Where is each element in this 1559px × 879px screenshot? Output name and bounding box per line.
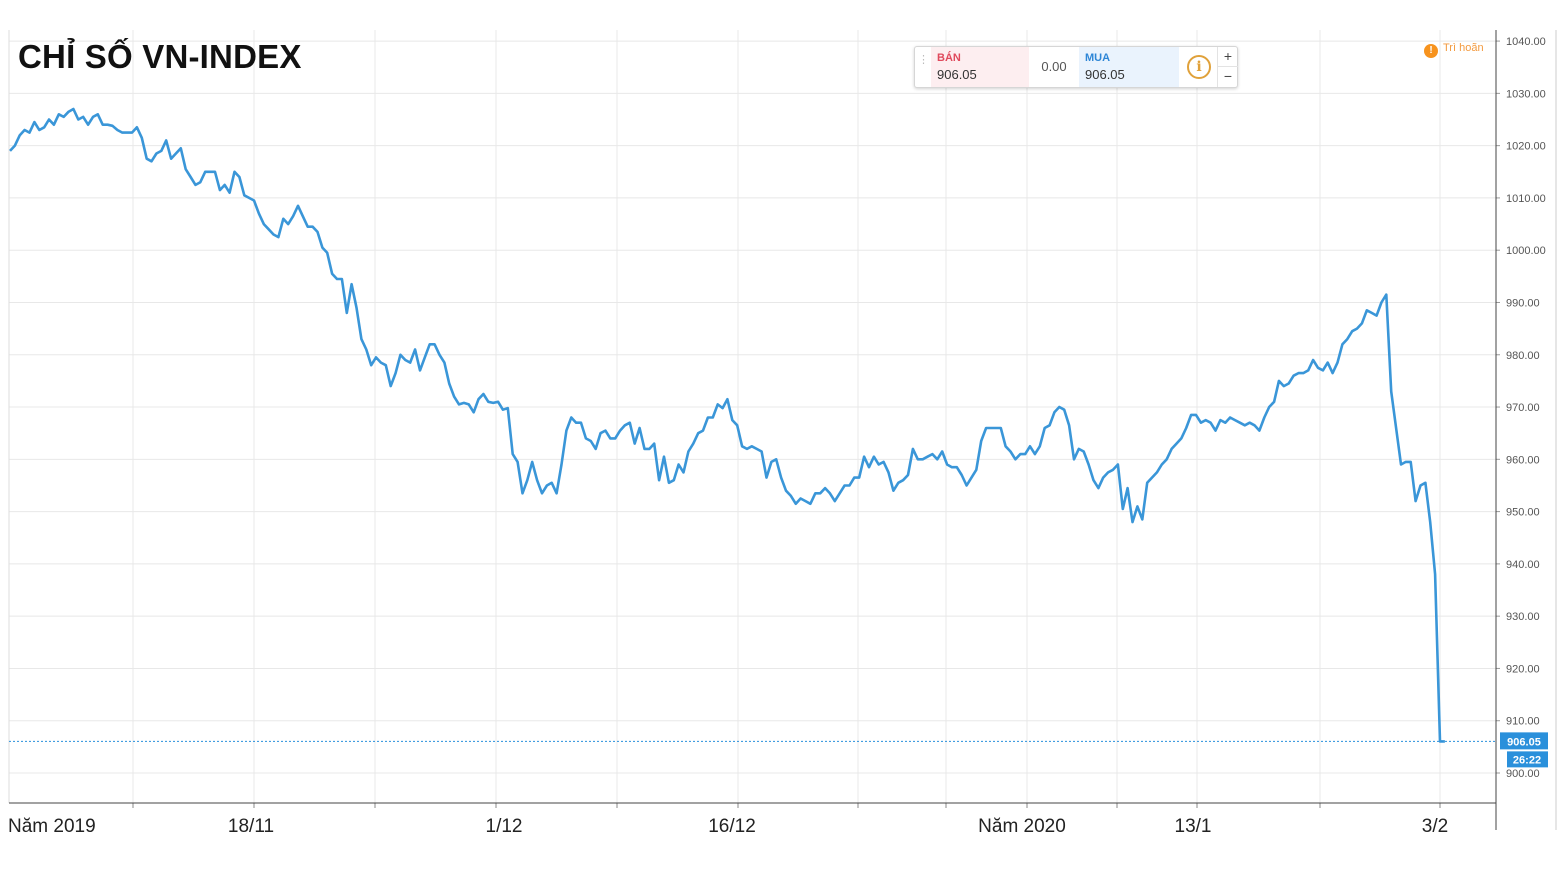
y-tick-label: 1020.00 (1506, 141, 1546, 153)
trade-widget[interactable]: ⋮⋮ BÁN 906.05 0.00 MUA 906.05 i + − (914, 46, 1238, 88)
y-tick-label: 980.00 (1506, 350, 1540, 362)
chart-labels: 900.00 910.00 920.00 930.00 940.00 950.00 960.… (8, 36, 1548, 837)
y-tick-label: 920.00 (1506, 663, 1540, 675)
y-tick-label: 910.00 (1506, 716, 1540, 728)
y-tick-label: 990.00 (1506, 297, 1540, 309)
chart-grid (9, 30, 1496, 803)
warning-icon: ! (1424, 44, 1438, 58)
chart-axes (8, 30, 1557, 830)
zoom-controls: + − (1217, 47, 1238, 87)
x-tick-label: 16/12 (708, 816, 756, 837)
sell-label: BÁN (937, 52, 961, 64)
y-tick-label: 900.00 (1506, 768, 1540, 780)
series-line-vnindex (9, 107, 1445, 743)
x-tick-label: Năm 2020 (978, 816, 1066, 837)
sell-button[interactable]: BÁN 906.05 (931, 47, 1029, 87)
y-tick-label: 1000.00 (1506, 245, 1546, 257)
buy-label: MUA (1085, 52, 1111, 64)
zoom-out-button[interactable]: − (1218, 66, 1238, 86)
countdown-badge (1507, 751, 1548, 768)
zoom-in-button[interactable]: + (1223, 48, 1233, 64)
x-tick-label: 13/1 (1175, 816, 1212, 837)
delay-indicator[interactable]: ! Trì hoãn (1424, 42, 1484, 58)
last-price-badge (1500, 732, 1548, 750)
last-price-label: 906.05 (1507, 736, 1541, 748)
y-tick-label: 1010.00 (1506, 193, 1546, 205)
y-tick-label: 1040.00 (1506, 36, 1546, 48)
x-tick-label: 1/12 (486, 816, 523, 837)
chart-title: CHỈ SỐ VN-INDEX (18, 38, 302, 75)
x-tick-label: Năm 2019 (8, 816, 96, 837)
countdown-label: 26:22 (1513, 754, 1541, 766)
y-tick-label: 950.00 (1506, 507, 1540, 519)
delay-label: Trì hoãn (1443, 42, 1484, 54)
spread-value: 0.00 (1041, 59, 1067, 74)
buy-price: 906.05 (1085, 67, 1125, 82)
y-tick-label: 970.00 (1506, 402, 1540, 414)
y-tick-label: 930.00 (1506, 611, 1540, 623)
drag-handle-icon[interactable]: ⋮⋮ (918, 54, 940, 66)
y-tick-label: 940.00 (1506, 559, 1540, 571)
y-tick-label: 1030.00 (1506, 88, 1546, 100)
chart-series (9, 107, 1496, 743)
info-icon[interactable]: i (1187, 55, 1211, 79)
x-tick-label: 18/11 (228, 816, 274, 837)
sell-price: 906.05 (937, 67, 977, 82)
x-tick-label: 3/2 (1422, 816, 1448, 837)
buy-button[interactable]: MUA 906.05 (1079, 47, 1179, 87)
y-tick-label: 960.00 (1506, 454, 1540, 466)
